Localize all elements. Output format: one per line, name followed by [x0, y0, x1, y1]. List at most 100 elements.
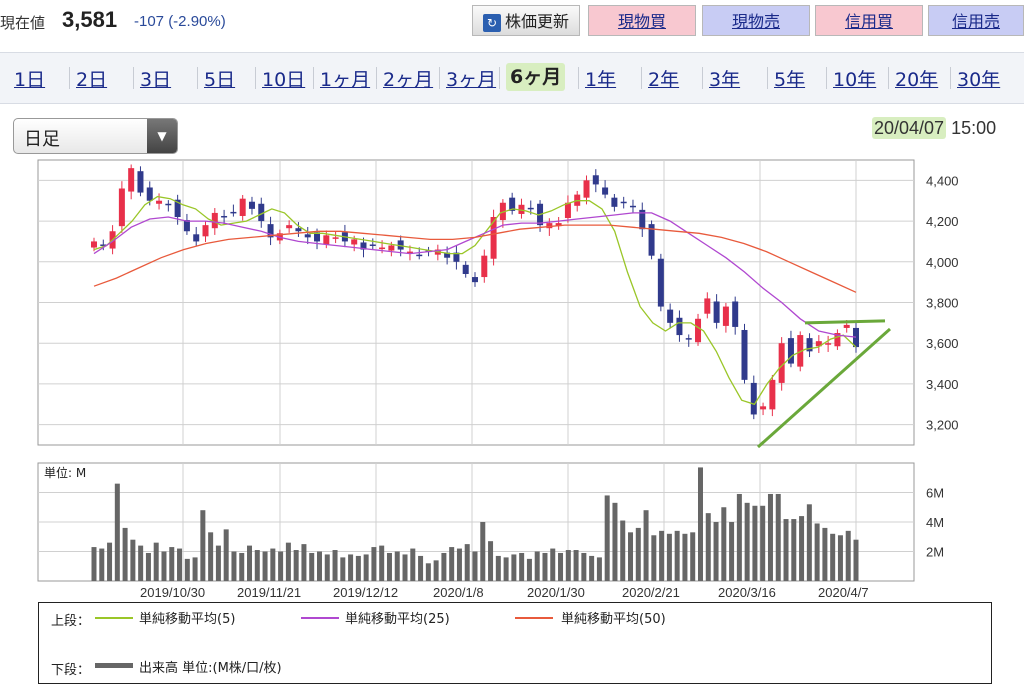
period-tab-11[interactable]: 3年	[709, 69, 741, 91]
volume-bar	[254, 550, 260, 581]
volume-bar	[534, 551, 540, 581]
volume-bar	[355, 555, 361, 581]
volume-bar	[386, 552, 392, 581]
refresh-price-label: 株価更新	[504, 12, 569, 31]
period-tab-2[interactable]: 3日	[140, 69, 172, 91]
volume-bar	[783, 519, 789, 581]
x-tick-label: 2020/3/16	[718, 585, 776, 600]
candle-body	[286, 225, 293, 229]
period-tab-4[interactable]: 10日	[262, 69, 306, 91]
period-tab-6[interactable]: 2ヶ月	[383, 69, 434, 91]
volume-bar	[495, 555, 501, 581]
candle-body	[695, 318, 702, 343]
ma5-line	[93, 195, 857, 406]
margin-buy-button[interactable]: 信用買	[815, 5, 923, 36]
volume-bar	[666, 533, 672, 581]
volume-bar	[340, 557, 346, 581]
period-tab-12[interactable]: 5年	[774, 69, 806, 91]
tab-separator	[69, 67, 70, 89]
candle-body	[564, 202, 571, 219]
period-tab-7[interactable]: 3ヶ月	[446, 69, 497, 91]
volume-bar	[371, 547, 377, 581]
candle-body	[676, 317, 683, 336]
x-tick-label: 2019/11/21	[237, 585, 301, 600]
candle-body	[750, 382, 757, 415]
volume-y-tick: 2M	[926, 545, 944, 560]
volume-unit-title: 単位: M	[44, 465, 86, 480]
volume-bar	[480, 522, 486, 581]
volume-bar	[659, 530, 665, 581]
volume-bar	[231, 551, 237, 581]
volume-bar	[410, 548, 416, 581]
candle-body	[100, 244, 107, 246]
cash-buy-button[interactable]: 現物買	[588, 5, 696, 36]
candle-body	[202, 225, 209, 237]
chart-type-select[interactable]: 日足 ▼	[13, 118, 178, 154]
volume-bar	[729, 522, 735, 581]
x-tick-label: 2019/12/12	[333, 585, 398, 600]
tab-separator	[888, 67, 889, 89]
legend-volume-swatch	[95, 663, 133, 668]
price-y-tick: 4,400	[926, 173, 959, 188]
volume-bar	[122, 527, 128, 581]
candle-body	[183, 220, 190, 232]
volume-bar	[690, 532, 696, 581]
tab-separator	[255, 67, 256, 89]
period-tab-1[interactable]: 2日	[76, 69, 108, 91]
current-price-value: 3,581	[62, 7, 118, 32]
volume-bar	[767, 493, 773, 581]
period-tab-15[interactable]: 30年	[957, 69, 1001, 91]
refresh-price-button[interactable]: ↻ 株価更新	[472, 5, 580, 36]
candle-body	[509, 197, 516, 211]
period-tab-10[interactable]: 2年	[648, 69, 680, 91]
volume-bar	[418, 555, 424, 581]
period-tab-8[interactable]: 6ヶ月	[506, 63, 566, 91]
margin-sell-button[interactable]: 信用売	[928, 5, 1024, 36]
volume-bar	[822, 527, 828, 581]
period-tab-3[interactable]: 5日	[204, 69, 236, 91]
volume-bar	[791, 519, 797, 581]
legend-ma25-swatch	[301, 617, 339, 619]
volume-bar	[775, 493, 781, 581]
volume-bar	[402, 554, 408, 581]
volume-bar	[425, 563, 431, 581]
candle-body	[128, 168, 135, 192]
candle-body	[546, 223, 553, 229]
volume-bar	[278, 551, 284, 581]
volume-bar	[643, 510, 649, 581]
volume-bar	[223, 529, 229, 581]
volume-bar	[830, 533, 836, 581]
volume-bar	[472, 551, 478, 581]
volume-bar	[674, 530, 680, 581]
chevron-down-icon: ▼	[147, 119, 177, 153]
cash-sell-button[interactable]: 現物売	[702, 5, 810, 36]
volume-bar	[558, 552, 564, 581]
period-tab-14[interactable]: 20年	[895, 69, 939, 91]
ma50-line	[93, 224, 857, 293]
volume-bar	[169, 547, 175, 581]
volume-bar	[581, 552, 587, 581]
candle-body	[369, 244, 376, 246]
volume-bar	[503, 557, 509, 581]
price-change: -107 (-2.90%)	[134, 13, 226, 30]
volume-bar	[519, 552, 525, 581]
period-tab-5[interactable]: 1ヶ月	[320, 69, 371, 91]
candle-body	[118, 188, 125, 227]
candle-body	[620, 201, 627, 204]
volume-bar	[550, 548, 556, 581]
candle-body	[685, 338, 692, 340]
volume-bar	[799, 516, 805, 581]
period-tab-9[interactable]: 1年	[585, 69, 617, 91]
volume-bar	[565, 550, 571, 581]
volume-bar	[301, 544, 307, 581]
period-tab-13[interactable]: 10年	[833, 69, 877, 91]
volume-y-tick: 4M	[926, 515, 944, 530]
volume-bar	[270, 548, 276, 581]
period-tab-0[interactable]: 1日	[14, 69, 46, 91]
tab-separator	[197, 67, 198, 89]
volume-bar	[511, 554, 517, 581]
volume-bar	[845, 530, 851, 581]
candle-body	[592, 175, 599, 185]
candle-body	[416, 254, 423, 257]
candle-body	[388, 245, 395, 251]
